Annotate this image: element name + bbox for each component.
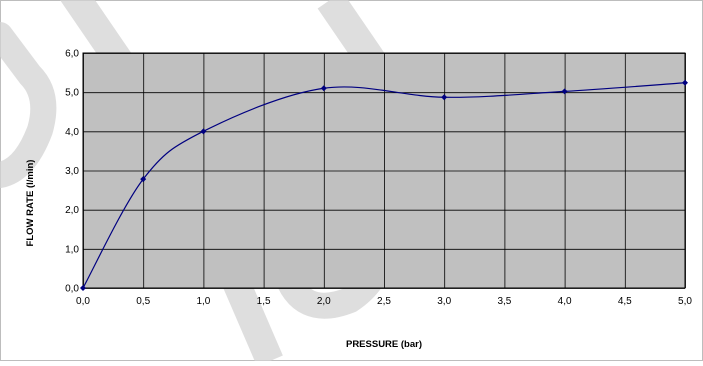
data-point-marker — [80, 285, 86, 291]
y-tick-label: 2,0 — [65, 205, 79, 216]
x-tick-label: 0,0 — [76, 296, 90, 307]
x-axis-title: PRESSURE (bar) — [346, 339, 422, 350]
x-tick-label: 4,5 — [618, 296, 632, 307]
x-tick-label: 3,5 — [497, 296, 511, 307]
x-tick-label: 3,0 — [437, 296, 451, 307]
data-point-marker — [320, 85, 327, 92]
x-tick-label: 4,0 — [558, 296, 572, 307]
plot-area — [80, 52, 688, 291]
x-tick-label: 2,0 — [317, 296, 331, 307]
y-tick-label: 6,0 — [65, 49, 79, 60]
x-tick-label: 1,5 — [257, 296, 271, 307]
y-tick-label: 1,0 — [65, 244, 79, 255]
watermark-stroke — [0, 22, 57, 188]
y-tick-label: 4,0 — [65, 127, 79, 138]
plot-background — [82, 52, 686, 289]
data-point-marker — [140, 176, 147, 183]
y-axis-title: FLOW RATE (l/min) — [25, 160, 36, 247]
y-tick-label: 3,0 — [65, 166, 79, 177]
data-point-marker — [561, 88, 568, 95]
data-point-marker — [682, 79, 688, 86]
y-tick-label: 0,0 — [65, 284, 79, 295]
y-tick-label: 5,0 — [65, 88, 79, 99]
data-point-marker — [441, 94, 448, 101]
x-tick-label: 5,0 — [678, 296, 692, 307]
x-tick-label: 0,5 — [136, 296, 150, 307]
x-tick-label: 2,5 — [377, 296, 391, 307]
data-point-marker — [200, 128, 207, 135]
tick-labels: 0,0 1,0 2,0 3,0 4,0 5,0 6,0 0,0 0,5 1,0 1,5 2,0 2,5 3… — [65, 49, 692, 308]
x-tick-label: 1,0 — [196, 296, 210, 307]
